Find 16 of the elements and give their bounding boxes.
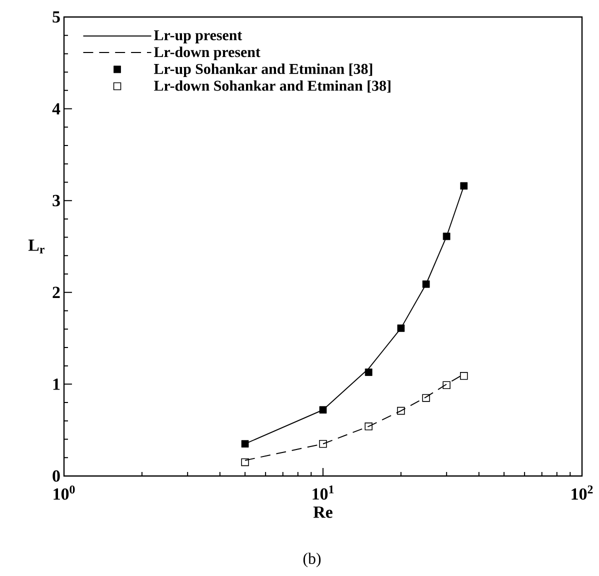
legend-label: Lr-down Sohankar and Etminan [38] (154, 80, 390, 93)
x-axis-title: Re (313, 506, 332, 518)
y-tick-label: 4 (52, 103, 60, 114)
y-tick-label: 3 (52, 194, 60, 206)
y-tick-label: 1 (53, 378, 60, 390)
y-tick-label: 0 (52, 470, 60, 482)
legend-label: Lr-up present (154, 30, 242, 44)
y-tick-label: 5 (52, 11, 60, 23)
y-tick-label: 2 (52, 286, 60, 298)
legend-label: Lr-up Sohankar and Etminan [38] (154, 63, 372, 78)
y-axis-title: L$_{r}$ (28, 240, 44, 254)
x-tick-label: 10$^{2}$ (572, 485, 593, 500)
x-tick-label: 10$^{0}$ (54, 485, 75, 500)
legend-label: Lr-down present (154, 46, 260, 60)
x-tick-label: 10$^{1}$ (312, 485, 334, 500)
text: (b) (303, 552, 321, 568)
